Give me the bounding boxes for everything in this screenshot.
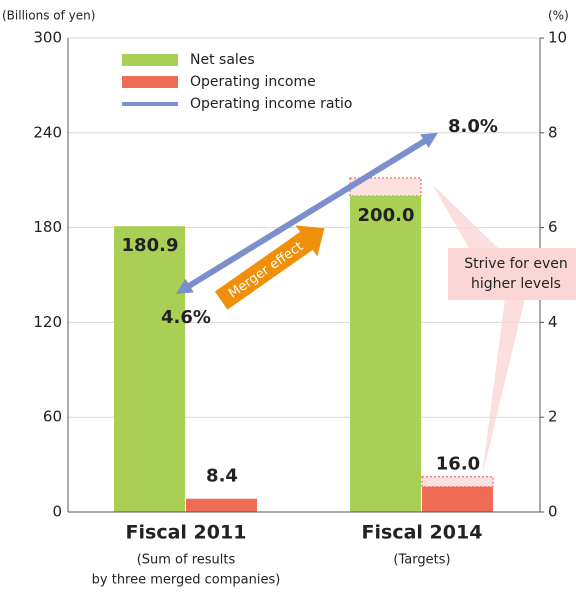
y-tick-label: 240 [33,123,62,141]
callout-pointer [482,298,525,477]
y-tick-label: 60 [43,408,62,426]
y-tick-label: 300 [33,29,62,47]
ratio-line [186,137,428,290]
value-label: 4.6% [161,307,211,328]
legend-label: Operating income [190,74,316,90]
legend-label: Operating income ratio [190,96,352,112]
merger-text: Merger effect [226,239,306,301]
bar [186,498,257,512]
value-label: 180.9 [122,235,179,256]
callout-text: Strive for even [464,256,567,272]
callout-text: higher levels [471,276,561,292]
category-note: (Targets) [393,553,450,568]
value-label: 16.0 [436,454,480,475]
ratio-arrowtail [176,278,194,294]
legend-swatch [122,54,178,66]
bar [422,486,493,512]
value-label: 8.4 [206,466,238,487]
y2-tick-label: 6 [548,218,558,236]
bar [114,226,185,513]
value-label: 8.0% [448,116,498,137]
callout-pointer [432,184,500,250]
y2-tick-label: 2 [548,408,558,426]
category-note: (Sum of results [137,553,236,568]
y2-tick-label: 0 [548,503,558,521]
y-axis-unit: (Billions of yen) [2,9,95,23]
legend-label: Net sales [190,52,255,68]
target-extension [421,476,494,488]
callout-box [448,248,576,300]
y-tick-label: 0 [52,503,62,521]
y2-tick-label: 8 [548,123,558,141]
x-tick-label: Fiscal 2011 [126,522,247,544]
ratio-arrowhead [420,132,438,148]
value-label: 200.0 [358,205,415,226]
y2-axis-unit: (%) [548,9,569,23]
legend-swatch [122,76,178,88]
y2-tick-label: 10 [548,29,567,47]
x-tick-label: Fiscal 2014 [362,522,483,544]
category-note: by three merged companies) [92,573,281,588]
y-tick-label: 120 [33,313,62,331]
y-tick-label: 180 [33,218,62,236]
y2-tick-label: 4 [548,313,558,331]
merger-arrow [214,225,325,310]
bar [350,196,421,512]
